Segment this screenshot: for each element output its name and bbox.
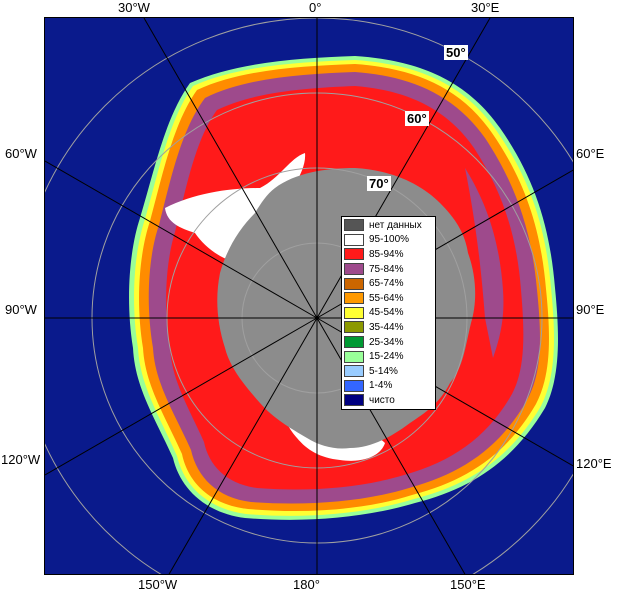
- sea-ice-concentration-map: [45, 18, 573, 574]
- legend-label: 85-94%: [369, 248, 404, 260]
- lat-label-70: 70°: [367, 176, 391, 191]
- legend-item: 55-64%: [344, 291, 433, 306]
- meridian-150w: [168, 317, 318, 574]
- legend-swatch: [344, 394, 364, 407]
- legend-item: 5-14%: [344, 364, 433, 379]
- lon-label-60w: 60°W: [5, 146, 37, 161]
- legend-item: 15-24%: [344, 349, 433, 364]
- legend-label: 35-44%: [369, 321, 404, 333]
- legend-item: 25-34%: [344, 335, 433, 350]
- legend-item: 45-54%: [344, 306, 433, 321]
- legend: нет данных 95-100% 85-94% 75-84% 65-74% 55-64…: [341, 216, 436, 410]
- legend-swatch: [344, 306, 364, 319]
- legend-label: 5-14%: [369, 365, 398, 377]
- legend-label: чисто: [369, 394, 395, 406]
- lon-label-120e: 120°E: [576, 456, 612, 471]
- legend-label: 55-64%: [369, 292, 404, 304]
- legend-swatch: [344, 277, 364, 290]
- map-frame: нет данных 95-100% 85-94% 75-84% 65-74% 55-64…: [44, 17, 574, 575]
- legend-item: 95-100%: [344, 233, 433, 248]
- legend-swatch: [344, 321, 364, 334]
- lon-label-60e: 60°E: [576, 146, 605, 161]
- legend-label: 65-74%: [369, 278, 404, 290]
- legend-label: 15-24%: [369, 351, 404, 363]
- lon-label-0: 0°: [309, 0, 322, 15]
- legend-item: 1-4%: [344, 379, 433, 394]
- legend-swatch: [344, 365, 364, 378]
- legend-item: нет данных: [344, 218, 433, 233]
- meridian-120w: [45, 317, 318, 476]
- ice-full-weddell: [165, 153, 306, 263]
- lat-label-50: 50°: [444, 45, 468, 60]
- legend-item: 65-74%: [344, 276, 433, 291]
- legend-swatch: [344, 336, 364, 349]
- legend-swatch: [344, 248, 364, 261]
- legend-swatch: [344, 379, 364, 392]
- legend-label: 75-84%: [369, 263, 404, 275]
- lon-label-90w: 90°W: [5, 302, 37, 317]
- legend-label: 25-34%: [369, 336, 404, 348]
- legend-swatch: [344, 233, 364, 246]
- legend-label: 1-4%: [369, 380, 393, 392]
- lon-label-90e: 90°E: [576, 302, 605, 317]
- ice-zone-purple-inner: [465, 168, 504, 358]
- lon-label-150e: 150°E: [450, 577, 486, 592]
- legend-item: 35-44%: [344, 320, 433, 335]
- legend-item: чисто: [344, 393, 433, 408]
- lon-label-30e: 30°E: [471, 0, 500, 15]
- lon-label-180: 180°: [293, 577, 320, 592]
- legend-item: 85-94%: [344, 247, 433, 262]
- legend-swatch: [344, 219, 364, 232]
- legend-label: нет данных: [369, 219, 422, 231]
- legend-swatch: [344, 263, 364, 276]
- lat-label-60: 60°: [405, 111, 429, 126]
- lon-label-30w: 30°W: [118, 0, 150, 15]
- lon-label-120w: 120°W: [1, 452, 41, 467]
- legend-label: 95-100%: [369, 234, 410, 246]
- legend-swatch: [344, 292, 364, 305]
- meridians: [45, 18, 573, 574]
- lon-label-150w: 150°W: [138, 577, 178, 592]
- meridian-60w: [45, 160, 318, 319]
- legend-label: 45-54%: [369, 307, 404, 319]
- legend-item: 75-84%: [344, 262, 433, 277]
- meridian-30w: [143, 18, 318, 319]
- legend-swatch: [344, 350, 364, 363]
